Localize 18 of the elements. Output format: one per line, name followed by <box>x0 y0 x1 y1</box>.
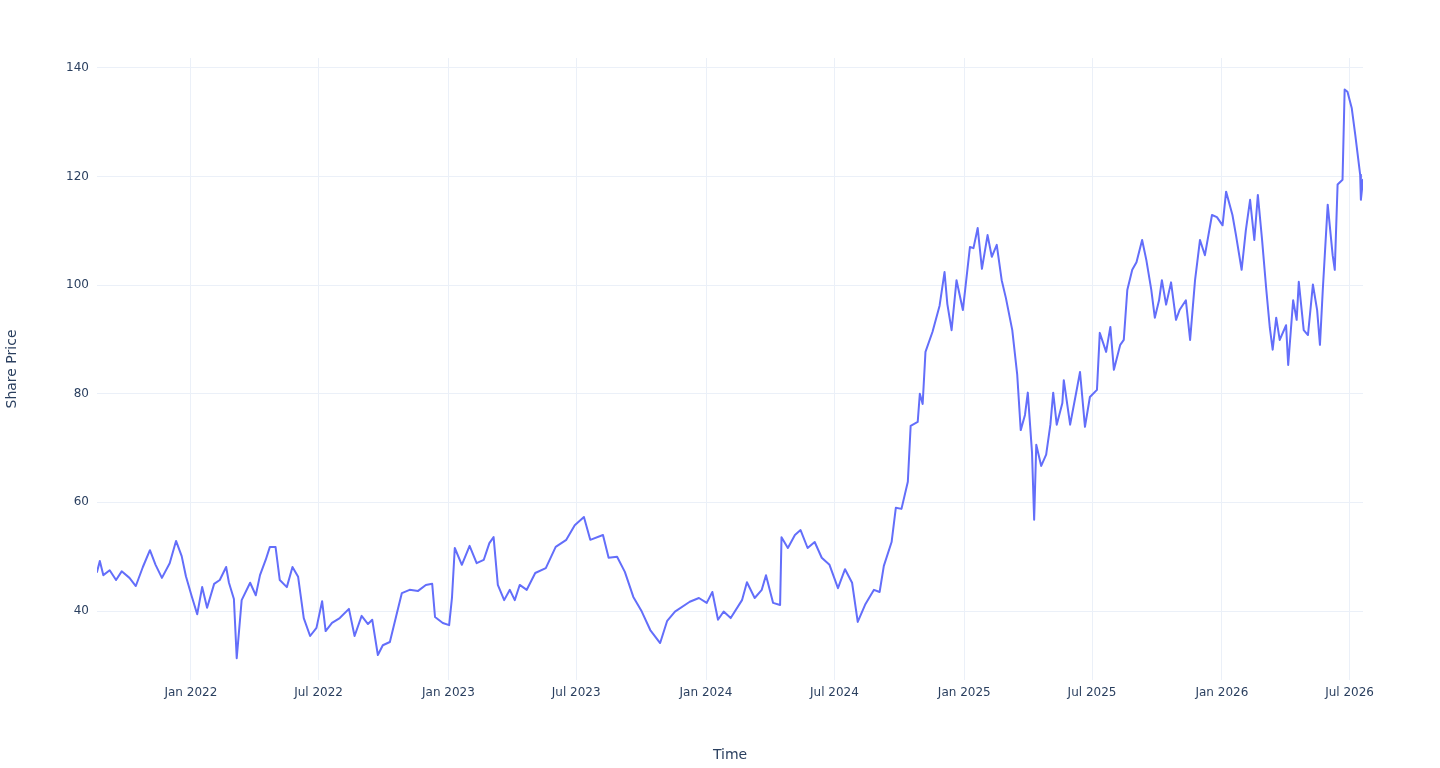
y-axis-title: Share Price <box>3 329 20 409</box>
x-tick-label: Jul 2024 <box>809 685 859 700</box>
x-tick-label: Jul 2026 <box>1324 685 1375 700</box>
x-tick-label: Jan 2026 <box>1194 685 1249 700</box>
x-tick-label: Jan 2022 <box>163 685 218 700</box>
x-axis-title: Time <box>711 746 748 763</box>
y-tick-label: 140 <box>66 59 89 74</box>
x-tick-label: Jan 2024 <box>678 685 733 700</box>
y-tick-label: 100 <box>66 277 89 292</box>
x-tick-label: Jul 2023 <box>550 685 601 700</box>
y-tick-label: 60 <box>73 494 89 509</box>
y-tick-label: 80 <box>73 385 89 400</box>
x-tick-label: Jul 2022 <box>293 685 344 700</box>
y-tick-label: 40 <box>73 603 89 618</box>
x-tick-label: Jan 2025 <box>936 685 991 700</box>
x-tick-label: Jul 2025 <box>1066 685 1117 700</box>
y-tick-label: 120 <box>66 168 89 183</box>
x-tick-label: Jan 2023 <box>421 685 475 700</box>
